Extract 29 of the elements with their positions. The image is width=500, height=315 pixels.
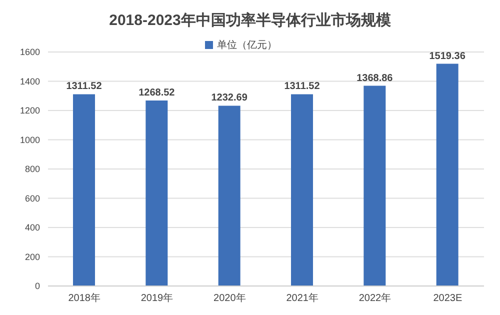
y-tick-label: 800 bbox=[24, 164, 40, 174]
y-tick-label: 200 bbox=[24, 252, 40, 262]
y-tick-label: 1600 bbox=[20, 47, 40, 58]
x-tick-label: 2021年 bbox=[286, 292, 318, 304]
x-tick-label: 2020年 bbox=[214, 292, 246, 304]
bar bbox=[218, 106, 240, 286]
chart-title: 2018-2023年中国功率半导体行业市场规模 bbox=[108, 11, 392, 31]
data-label: 1311.52 bbox=[66, 81, 102, 92]
bar bbox=[146, 100, 168, 286]
y-tick-label: 1400 bbox=[20, 76, 40, 86]
data-label: 1368.86 bbox=[356, 72, 394, 84]
data-label: 1311.52 bbox=[284, 81, 320, 92]
y-tick-label: 400 bbox=[24, 222, 40, 233]
bar bbox=[436, 64, 458, 286]
y-tick-label: 0 bbox=[34, 281, 40, 292]
x-tick-label: 2018年 bbox=[68, 292, 100, 304]
bar bbox=[73, 94, 95, 286]
bar bbox=[364, 86, 386, 286]
y-tick-label: 1200 bbox=[20, 106, 40, 116]
x-tick-label: 2022年 bbox=[358, 292, 392, 304]
x-tick-label: 2023E bbox=[433, 293, 462, 304]
bar bbox=[291, 94, 313, 286]
y-tick-label: 600 bbox=[24, 193, 40, 204]
x-tick-label: 2019年 bbox=[140, 292, 174, 304]
data-label: 1519.36 bbox=[429, 50, 466, 62]
y-tick-label: 1000 bbox=[20, 134, 40, 145]
data-label: 1232.69 bbox=[211, 92, 248, 104]
data-label: 1268.52 bbox=[138, 87, 176, 98]
legend-label: 单位（亿元） bbox=[217, 40, 277, 51]
